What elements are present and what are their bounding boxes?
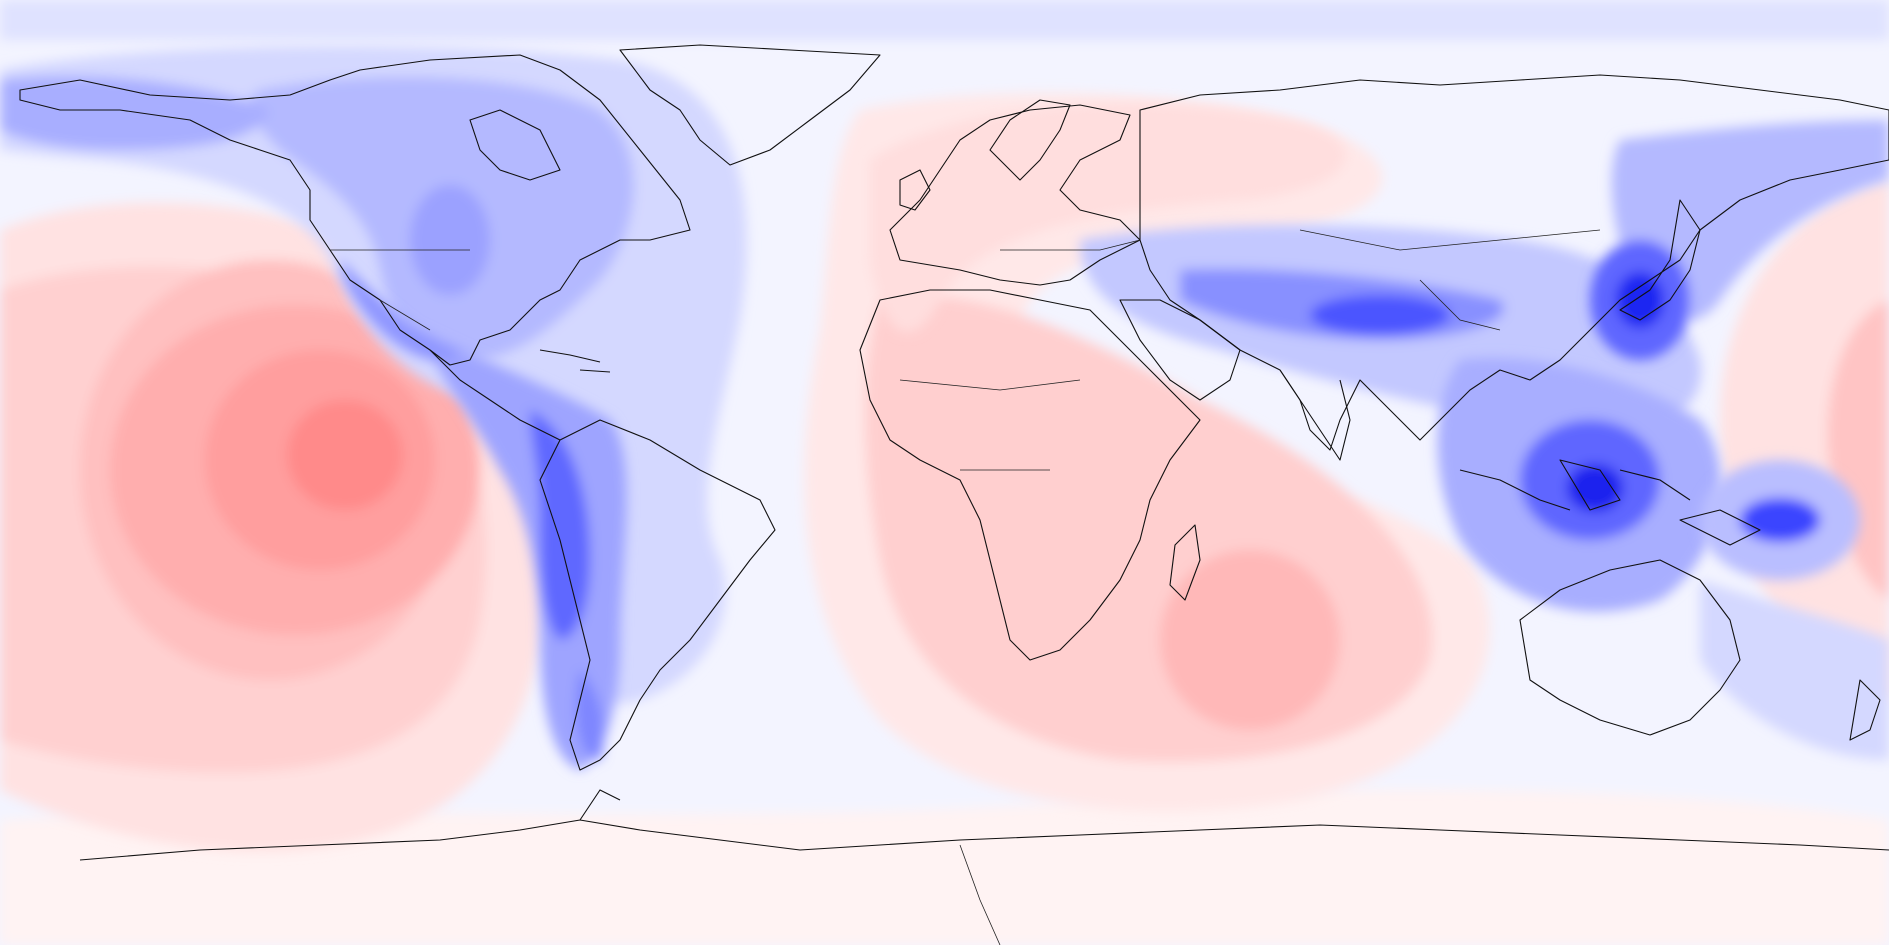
map-canvas [0, 0, 1889, 945]
world-map [0, 0, 1889, 945]
